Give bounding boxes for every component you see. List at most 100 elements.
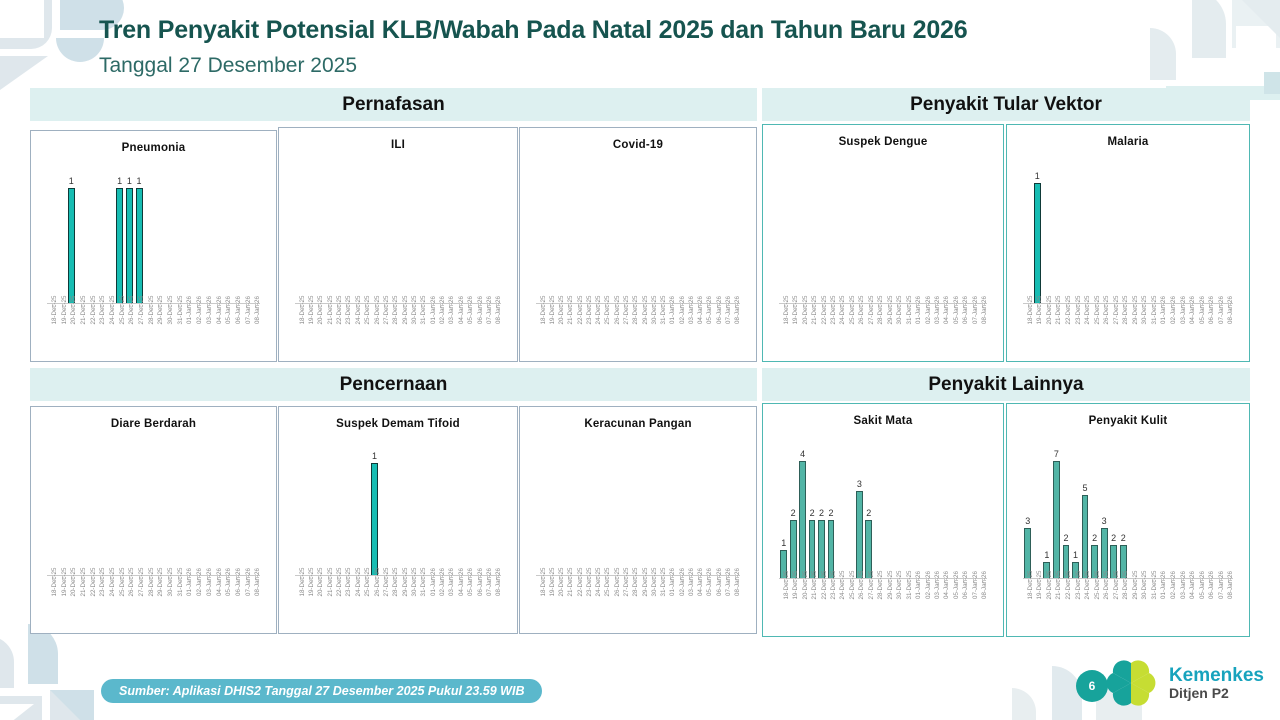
bar[interactable] (135, 187, 143, 304)
bar-value-label: 1 (126, 175, 132, 186)
x-tick: 27-Dec-25 (619, 296, 630, 350)
x-tick: 26-Dec-25 (1099, 296, 1110, 350)
bar-slot (1166, 166, 1176, 304)
bar-slot (684, 448, 693, 576)
x-tick: 21-Dec-25 (1052, 296, 1062, 350)
bar-slot (332, 169, 341, 304)
x-tick: 05-Jan-26 (1195, 296, 1206, 350)
section-header-penyakit-lainnya: Penyakit Lainnya (762, 368, 1250, 401)
bar-slot (212, 172, 222, 304)
bar-slot (361, 169, 370, 304)
plot-area-pneumonia: 1 1 1 1 18-Dec-25 19-Dec-25 20-Dec-25 21-Dec-25… (41, 154, 266, 350)
x-tick-label: 08-Jan-26 (981, 296, 989, 324)
bar-slot (95, 448, 105, 576)
chart-card-keracunan-pangan[interactable]: Keracunan Pangan 18-Dec-25 19-Dec-25 20-Dec… (519, 406, 757, 634)
bar-slot (1176, 166, 1186, 304)
bar[interactable] (371, 463, 378, 576)
x-tick: 31-Dec-25 (173, 568, 184, 622)
x-tick: 24-Dec-25 (836, 571, 846, 625)
x-tick: 03-Jan-26 (445, 296, 455, 350)
chart-card-malaria[interactable]: Malaria 1 18-Dec-25 19-Dec-25 20-Dec-25 21-De… (1006, 124, 1250, 362)
bar[interactable] (67, 187, 75, 304)
x-tick: 19-Dec-25 (545, 568, 556, 622)
x-tick: 03-Jan-26 (202, 296, 213, 350)
bar-slot (361, 448, 370, 576)
plot-area-suspek-dengue: 18-Dec-25 19-Dec-25 20-Dec-25 21-Dec-25 22-D… (773, 148, 993, 350)
bar-slot (788, 166, 797, 304)
x-tick: 02-Jan-26 (921, 571, 932, 625)
x-tick: 25-Dec-25 (1090, 296, 1101, 350)
x-tick: 28-Dec-25 (144, 568, 155, 622)
bar-slot (930, 166, 939, 304)
bar[interactable] (125, 187, 133, 304)
chart-card-sakit-mata[interactable]: Sakit Mata 1 2 4 2 2 2 3 2 18-Dec-25 19-Dec-25 20-D… (762, 403, 1004, 637)
bar-value-label: 2 (866, 508, 872, 519)
bar-slot (125, 448, 135, 576)
chart-card-suspek-demam-tifoid[interactable]: Suspek Demam Tifoid 1 18-Dec-25 19-Dec-25 20… (278, 406, 518, 634)
bar-slot: 4 (798, 445, 807, 579)
x-tick: 21-Dec-25 (564, 568, 574, 622)
bar-slot (573, 169, 582, 304)
x-tick: 07-Jan-26 (1214, 296, 1225, 350)
x-tick: 19-Dec-25 (788, 296, 799, 350)
bar[interactable] (1033, 182, 1041, 304)
chart-card-pneumonia[interactable]: Pneumonia 1 1 1 1 18-Dec-25 19-Dec-25 20-Dec-25… (30, 130, 277, 362)
bar-slot (1099, 166, 1109, 304)
chart-card-covid-19[interactable]: Covid-19 18-Dec-25 19-Dec-25 20-Dec-25 21-De… (519, 127, 757, 362)
bar-slot (323, 448, 332, 576)
x-tick: 18-Dec-25 (1023, 571, 1034, 625)
bar-slot (47, 172, 57, 304)
x-tick-label: 08-Jan-26 (734, 296, 742, 324)
x-tick: 02-Jan-26 (192, 568, 203, 622)
bar[interactable] (1052, 461, 1060, 579)
x-tick: 24-Dec-25 (592, 296, 602, 350)
bar-slot (555, 448, 564, 576)
bar-slot (731, 169, 740, 304)
x-tick: 05-Jan-26 (703, 296, 713, 350)
bar-slot (892, 445, 901, 579)
x-tick: 22-Dec-25 (86, 296, 97, 350)
x-tick: 06-Jan-26 (959, 571, 969, 625)
x-tick: 23-Dec-25 (582, 296, 593, 350)
x-tick: 23-Dec-25 (95, 568, 106, 622)
x-tick: 27-Dec-25 (864, 296, 875, 350)
bar-slot (417, 448, 426, 576)
bar-slot (389, 448, 398, 576)
x-tick: 18-Dec-25 (536, 296, 547, 350)
bar-slot (592, 169, 601, 304)
x-tick: 31-Dec-25 (656, 296, 667, 350)
bar-slot (601, 448, 610, 576)
bar-slot (445, 169, 454, 304)
bar-value-label: 1 (68, 175, 74, 186)
bar[interactable] (855, 490, 863, 579)
chart-card-penyakit-kulit[interactable]: Penyakit Kulit 3 1 7 2 1 5 2 3 2 2 18-Dec-25 19-Dec-… (1006, 403, 1250, 637)
bar-slot (817, 166, 826, 304)
x-tick: 04-Jan-26 (454, 568, 465, 622)
bar-slot (666, 448, 675, 576)
bar-slot (911, 445, 920, 579)
chart-card-ili[interactable]: ILI 18-Dec-25 19-Dec-25 20-Dec-25 21-Dec-25 2… (278, 127, 518, 362)
bar-slot: 1 (115, 172, 125, 304)
x-tick: 01-Jan-26 (426, 296, 437, 350)
x-tick: 30-Dec-25 (647, 296, 658, 350)
x-tick: 07-Jan-26 (721, 296, 732, 350)
chart-card-suspek-dengue[interactable]: Suspek Dengue 18-Dec-25 19-Dec-25 20-Dec-25… (762, 124, 1004, 362)
x-tick: 28-Dec-25 (874, 296, 884, 350)
bar-slot (902, 445, 911, 579)
x-tick: 19-Dec-25 (788, 571, 799, 625)
bar[interactable] (1081, 494, 1089, 579)
bar-slot (721, 448, 730, 576)
x-tick: 07-Jan-26 (1214, 571, 1225, 625)
x-tick: 26-Dec-25 (610, 568, 621, 622)
bar[interactable] (799, 461, 807, 579)
bar-slot (1157, 166, 1167, 304)
bar[interactable] (116, 187, 124, 304)
x-tick: 25-Dec-25 (845, 296, 856, 350)
x-tick: 23-Dec-25 (1071, 296, 1082, 350)
chart-card-diare-berdarah[interactable]: Diare Berdarah 18-Dec-25 19-Dec-25 20-Dec-2… (30, 406, 277, 634)
bar-slot: 2 (1118, 445, 1128, 579)
bar-value-label: 1 (781, 537, 787, 548)
x-tick: 27-Dec-25 (134, 568, 145, 622)
x-axis-ticks: 18-Dec-25 19-Dec-25 20-Dec-25 21-Dec-25 22-D… (779, 571, 989, 625)
